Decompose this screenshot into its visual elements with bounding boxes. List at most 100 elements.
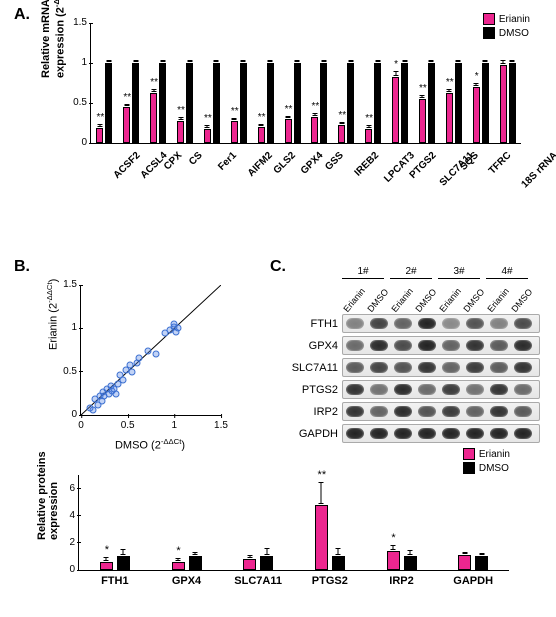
blot-band — [346, 318, 363, 329]
blot-band — [490, 318, 507, 329]
scatter-point — [175, 325, 182, 332]
blot-band — [370, 340, 387, 351]
bar-erianin — [150, 93, 157, 143]
sig-marker: ** — [258, 112, 266, 123]
bar-dmso — [475, 556, 488, 570]
sig-marker: * — [391, 532, 395, 544]
panel-A-ytick: 1 — [63, 57, 87, 68]
bar-dmso — [428, 63, 435, 143]
blot-band — [466, 362, 483, 373]
legend-text-dmso: DMSO — [479, 463, 509, 474]
panel-B-xtick: 1.5 — [214, 420, 228, 431]
panel-D-xlabel: FTH1 — [101, 575, 129, 587]
sig-marker: * — [176, 545, 180, 557]
panel-A-ytick: 0.5 — [63, 97, 87, 108]
bar-dmso — [240, 63, 247, 143]
panel-B-xtick: 1 — [172, 420, 178, 431]
blot-band — [490, 406, 507, 417]
panel-B-xlabel: DMSO (2-ΔΔCt) — [80, 437, 220, 452]
sig-marker: ** — [150, 77, 158, 88]
blot-label: PTGS2 — [278, 384, 342, 396]
blot-band — [466, 428, 483, 439]
sig-marker: ** — [97, 112, 105, 123]
bar-erianin — [123, 107, 130, 143]
panel-label-B: B. — [14, 258, 30, 276]
bar-erianin — [315, 505, 328, 570]
blot-group-header: 3# — [438, 266, 480, 279]
blot-row: SLC7A11 — [278, 358, 540, 377]
blot-lane-header: Erianin — [390, 286, 416, 314]
scatter-point — [152, 351, 159, 358]
blot-band — [490, 362, 507, 373]
scatter-point — [120, 377, 127, 384]
blot-band — [370, 384, 387, 395]
sig-marker: * — [475, 71, 479, 82]
sig-marker: ** — [338, 110, 346, 121]
panel-A-xlabel: 18S rRNA — [519, 150, 556, 190]
panel-D-xlabel: GPX4 — [172, 575, 201, 587]
blot-row: PTGS2 — [278, 380, 540, 399]
bar-dmso — [374, 63, 381, 143]
scatter-point — [113, 391, 120, 398]
bar-erianin — [96, 128, 103, 143]
panel-D-xlabel: PTGS2 — [312, 575, 348, 587]
panel-A-xlabel: IREB2 — [353, 150, 382, 179]
blot-band — [466, 384, 483, 395]
blot-band — [346, 428, 363, 439]
panel-D-xlabel: SLC7A11 — [234, 575, 282, 587]
bar-dmso — [267, 63, 274, 143]
panel-B-scatter: Erianin (2-ΔΔCt) 000.50.5111.51.5 DMSO (… — [45, 280, 235, 450]
bar-dmso — [347, 63, 354, 143]
panel-A-xlabel: AIFM2 — [246, 150, 275, 179]
bar-dmso — [260, 556, 273, 570]
scatter-point — [129, 368, 136, 375]
sig-marker: ** — [318, 469, 327, 481]
panel-B-ytick: 0 — [51, 409, 77, 420]
blot-band — [394, 340, 411, 351]
blot-strip — [342, 358, 540, 377]
panel-A-xlabel: GSS — [324, 150, 347, 173]
sig-marker: ** — [123, 92, 131, 103]
panel-D-ytick: 4 — [59, 510, 75, 521]
scatter-point — [126, 361, 133, 368]
blot-row: FTH1 — [278, 314, 540, 333]
bar-erianin — [285, 119, 292, 143]
panel-A-axes: 00.511.5**ACSF2**ACSL4**CPX**CS**Fer1**A… — [90, 23, 521, 144]
blot-band — [370, 406, 387, 417]
bar-erianin — [392, 77, 399, 143]
bar-erianin — [419, 99, 426, 143]
bar-erianin — [365, 129, 372, 143]
blot-band — [346, 340, 363, 351]
panel-B-ytick: 1.5 — [51, 279, 77, 290]
bar-dmso — [117, 556, 130, 570]
bar-dmso — [105, 63, 112, 143]
blot-lane-header: DMSO — [414, 287, 439, 314]
bar-erianin — [231, 121, 238, 143]
blot-band — [490, 428, 507, 439]
panel-A-xlabel: GLS2 — [271, 150, 297, 176]
bar-dmso — [509, 63, 516, 143]
blot-band — [442, 384, 459, 395]
bar-erianin — [100, 562, 113, 570]
panel-D-ylabel: Relative proteinsexpression — [36, 451, 60, 540]
blot-group-header: 4# — [486, 266, 528, 279]
bar-erianin — [387, 551, 400, 570]
blot-lane-header: Erianin — [342, 286, 368, 314]
bar-dmso — [159, 63, 166, 143]
scatter-point — [162, 329, 169, 336]
legend-swatch-dmso-icon — [463, 462, 475, 474]
bar-dmso — [332, 556, 345, 570]
panel-A-ytick: 0 — [63, 137, 87, 148]
panel-D-xlabel: GAPDH — [453, 575, 493, 587]
panel-B-xtick: 0.5 — [121, 420, 135, 431]
panel-A-xlabel: GPX4 — [298, 150, 325, 177]
blot-band — [442, 406, 459, 417]
scatter-point — [145, 347, 152, 354]
sig-marker: ** — [177, 105, 185, 116]
blot-lane-header: DMSO — [462, 287, 487, 314]
panel-D-ytick: 6 — [59, 483, 75, 494]
bar-dmso — [401, 63, 408, 143]
blot-band — [466, 340, 483, 351]
sig-marker: ** — [231, 106, 239, 117]
legend-swatch-erianin-icon — [463, 448, 475, 460]
